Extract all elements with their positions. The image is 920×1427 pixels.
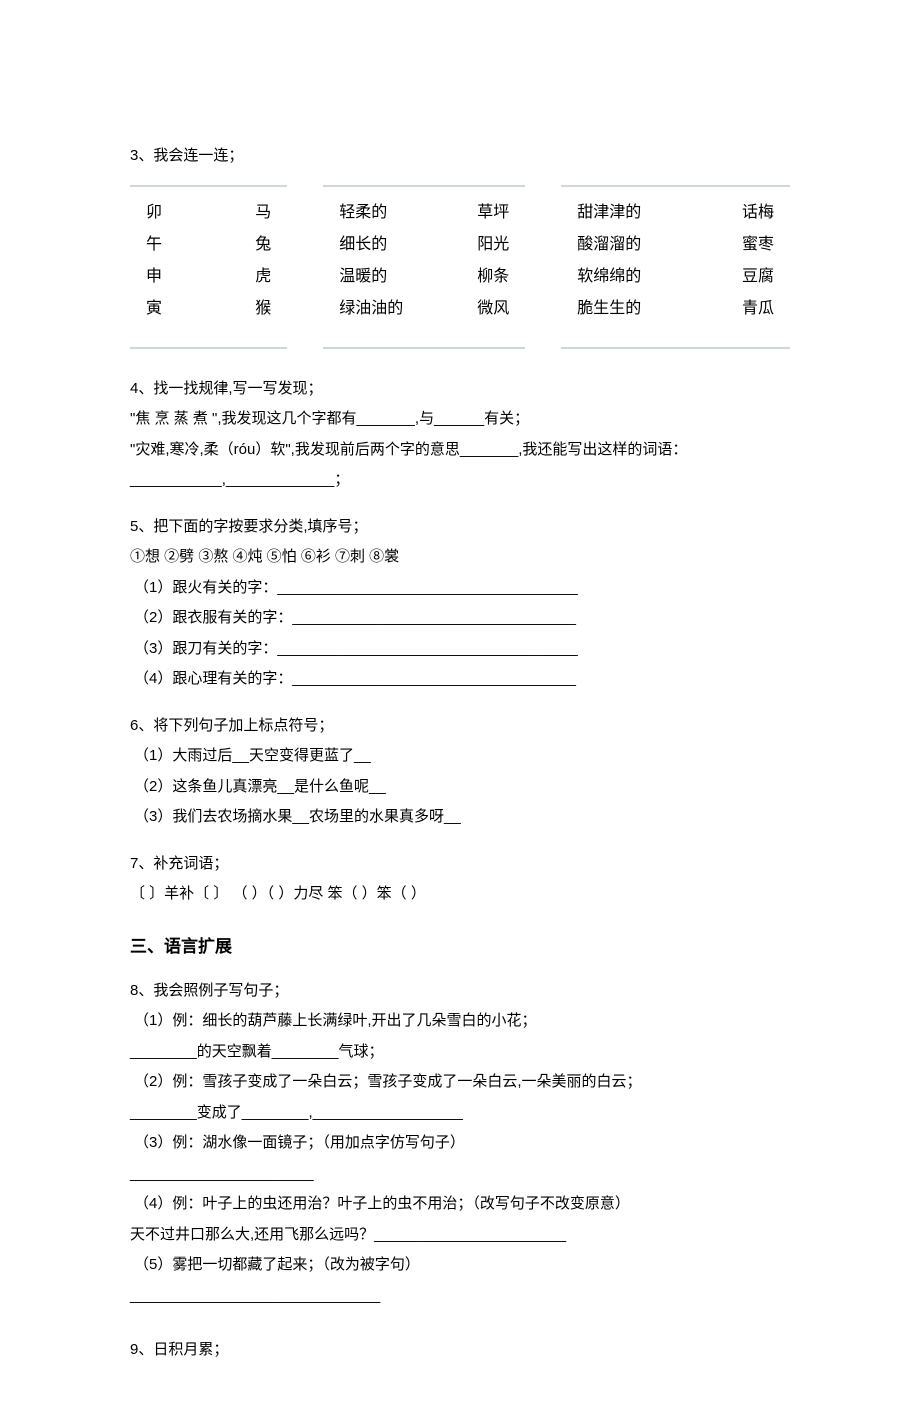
q6-item-1: （1）大雨过后__天空变得更蓝了__ xyxy=(130,742,790,771)
q3c-l0: 甜津津的 xyxy=(577,197,641,229)
q3b-l2: 温暖的 xyxy=(339,261,387,293)
q6-item-3: （3）我们去农场摘水果__农场里的水果真多呀__ xyxy=(130,803,790,832)
q4-title: 4、找一找规律,写一写发现； xyxy=(130,375,790,404)
q4-l2b: ,我还能写出这样的词语： xyxy=(518,441,687,458)
q4-l1b: ,与 xyxy=(415,410,434,427)
q3c-l2: 软绵绵的 xyxy=(577,261,641,293)
q6-item-2: （2）这条鱼儿真漂亮__是什么鱼呢__ xyxy=(130,773,790,802)
q3c-l3: 脆生生的 xyxy=(577,293,641,325)
q9-title: 9、日积月累； xyxy=(130,1336,790,1365)
q5-item-1: （1）跟火有关的字：______________________________… xyxy=(130,574,790,603)
q8-title: 8、我会照例子写句子； xyxy=(130,977,790,1006)
q4-l1c: 有关； xyxy=(484,410,529,427)
q3c-r1: 蜜枣 xyxy=(742,229,774,261)
q5-item-3: （3）跟刀有关的字：______________________________… xyxy=(130,635,790,664)
q8-item-4b: 天不过井口那么大,还用飞那么远吗？_______________________ xyxy=(130,1221,790,1250)
q3b-l3: 绿油油的 xyxy=(339,293,403,325)
q3c-r2: 豆腐 xyxy=(742,261,774,293)
q4-line2: "灾难,寒冷,柔（róu）软",我发现前后两个字的意思_______,我还能写出… xyxy=(130,436,790,465)
q3b-l1: 细长的 xyxy=(339,229,387,261)
q3b-r2: 柳条 xyxy=(477,261,509,293)
q8-item-2a: （2）例：雪孩子变成了一朵白云；雪孩子变成了一朵白云,一朵美丽的白云； xyxy=(130,1068,790,1097)
q3b-r3: 微风 xyxy=(477,293,509,325)
q7-title: 7、补充词语； xyxy=(130,850,790,879)
q4-l2a: "灾难,寒冷,柔（róu）软",我发现前后两个字的意思 xyxy=(130,441,460,458)
q8-item-3a: （3）例：湖水像一面镜子；（用加点字仿写句子） xyxy=(130,1129,790,1158)
q3-title: 3、我会连一连； xyxy=(130,142,790,171)
q3b-r0: 草坪 xyxy=(477,197,509,229)
worksheet-page: 3、我会连一连； 卯 马 午 兔 申 虎 寅 猴 轻柔的 草坪 细长的 阳光 温暖的 柳条 绿… xyxy=(0,0,920,1427)
q7-line: 〔 〕羊补〔 〕 （ ）（ ）力尽 笨（ ）笨（ ） xyxy=(130,880,790,909)
q3b-r1: 阳光 xyxy=(477,229,509,261)
q3a-r1: 兔 xyxy=(255,229,271,261)
q8-item-4a: （4）例：叶子上的虫还用治？叶子上的虫不用治；（改写句子不改变原意） xyxy=(130,1190,790,1219)
q3a-l0: 卯 xyxy=(146,197,162,229)
q8-item-1b: ________的天空飘着________气球； xyxy=(130,1038,790,1067)
q8-item-5a: （5）雾把一切都藏了起来；（改为被字句） xyxy=(130,1251,790,1280)
q3b-l0: 轻柔的 xyxy=(339,197,387,229)
q3-box-a: 卯 马 午 兔 申 虎 寅 猴 xyxy=(130,185,287,349)
q5-options: ①想 ②劈 ③熬 ④炖 ⑤怕 ⑥衫 ⑦刺 ⑧裳 xyxy=(130,543,790,572)
q3a-l3: 寅 xyxy=(146,293,162,325)
q3a-r0: 马 xyxy=(255,197,271,229)
q3a-r3: 猴 xyxy=(255,293,271,325)
q8-item-1a: （1）例：细长的葫芦藤上长满绿叶,开出了几朵雪白的小花； xyxy=(130,1007,790,1036)
q3c-r3: 青瓜 xyxy=(742,293,774,325)
q3-box-b: 轻柔的 草坪 细长的 阳光 温暖的 柳条 绿油油的 微风 xyxy=(323,185,525,349)
q4-line3: ___________,_____________； xyxy=(130,466,790,495)
q3a-l1: 午 xyxy=(146,229,162,261)
q5-title: 5、把下面的字按要求分类,填序号； xyxy=(130,513,790,542)
q3c-l1: 酸溜溜的 xyxy=(577,229,641,261)
q5-item-2: （2）跟衣服有关的字：_____________________________… xyxy=(130,604,790,633)
q3a-r2: 虎 xyxy=(255,261,271,293)
q5-item-4: （4）跟心理有关的字：_____________________________… xyxy=(130,665,790,694)
q8-item-3b: ______________________ xyxy=(130,1160,790,1189)
q3-boxes: 卯 马 午 兔 申 虎 寅 猴 轻柔的 草坪 细长的 阳光 温暖的 柳条 绿油油的 微风 甜津津… xyxy=(130,185,790,349)
q4-l1a: "焦 烹 蒸 煮 ",我发现这几个字都有 xyxy=(130,410,357,427)
q8-item-2b: ________变成了________,__________________ xyxy=(130,1099,790,1128)
q3c-r0: 话梅 xyxy=(742,197,774,229)
q3-box-c: 甜津津的 话梅 酸溜溜的 蜜枣 软绵绵的 豆腐 脆生生的 青瓜 xyxy=(561,185,790,349)
q4-line1: "焦 烹 蒸 煮 ",我发现这几个字都有_______,与______有关； xyxy=(130,405,790,434)
q6-title: 6、将下列句子加上标点符号； xyxy=(130,712,790,741)
q3a-l2: 申 xyxy=(146,261,162,293)
section-3-title: 三、语言扩展 xyxy=(130,931,790,963)
q8-item-5b: ______________________________ xyxy=(130,1282,790,1311)
